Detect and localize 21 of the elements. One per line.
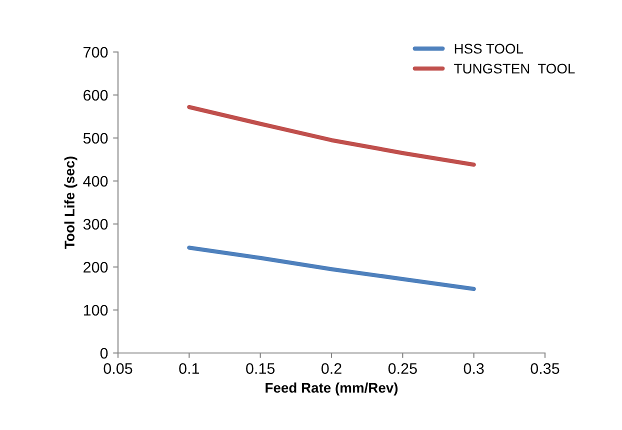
x-tick-label: 0.15 <box>246 363 275 374</box>
y-tick-label: 0 <box>100 348 108 359</box>
y-tick-label: 200 <box>84 262 108 273</box>
x-tick-label: 0.1 <box>179 363 200 374</box>
x-axis-title: Feed Rate (mm/Rev) <box>266 382 398 396</box>
legend-label: HSS TOOL <box>454 44 524 54</box>
x-tick-label: 0.25 <box>388 363 417 374</box>
y-tick-label: 400 <box>83 176 108 187</box>
y-tick-label: 700 <box>84 46 108 58</box>
x-tick-label: 0.35 <box>530 363 560 374</box>
y-tick-label: 300 <box>83 218 108 230</box>
x-tick-label: 0.3 <box>464 363 484 374</box>
y-tick-label: 600 <box>84 90 108 101</box>
line-series <box>187 246 476 292</box>
line-series <box>187 104 476 167</box>
legend-label: TUNGSTEN TOOL <box>454 64 575 74</box>
y-tick-label: 500 <box>83 132 108 144</box>
y-axis-title: Tool Life (sec) <box>64 156 78 249</box>
y-tick-label: 100 <box>84 304 108 316</box>
x-tick-label: 0.05 <box>104 363 132 374</box>
x-tick-label: 0.2 <box>321 363 342 374</box>
